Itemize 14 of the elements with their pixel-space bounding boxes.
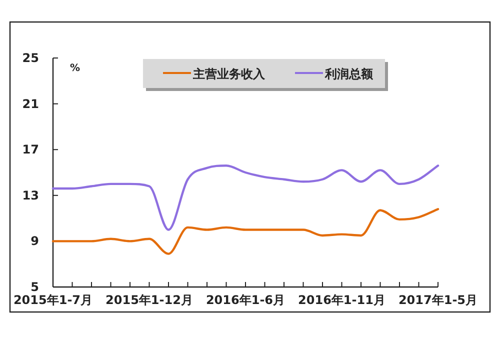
legend-label: 利润总额 (324, 67, 374, 81)
y-tick-label: 13 (22, 188, 39, 202)
y-tick-label: 5 (30, 280, 39, 294)
legend-label: 主营业务收入 (192, 67, 266, 81)
y-tick-label: 25 (22, 51, 39, 65)
y-tick-label: 9 (30, 234, 39, 248)
y-axis-title: % (70, 63, 80, 74)
x-tick-label: 2015年1-7月 (13, 293, 93, 307)
x-tick-label: 2015年1-12月 (106, 293, 193, 307)
x-tick-label: 2016年1-6月 (206, 293, 286, 307)
y-tick-label: 17 (22, 142, 39, 157)
x-tick-label: 2017年1-5月 (398, 293, 478, 307)
y-tick-label: 21 (22, 96, 39, 111)
x-tick-label: 2016年1-11月 (298, 293, 386, 307)
